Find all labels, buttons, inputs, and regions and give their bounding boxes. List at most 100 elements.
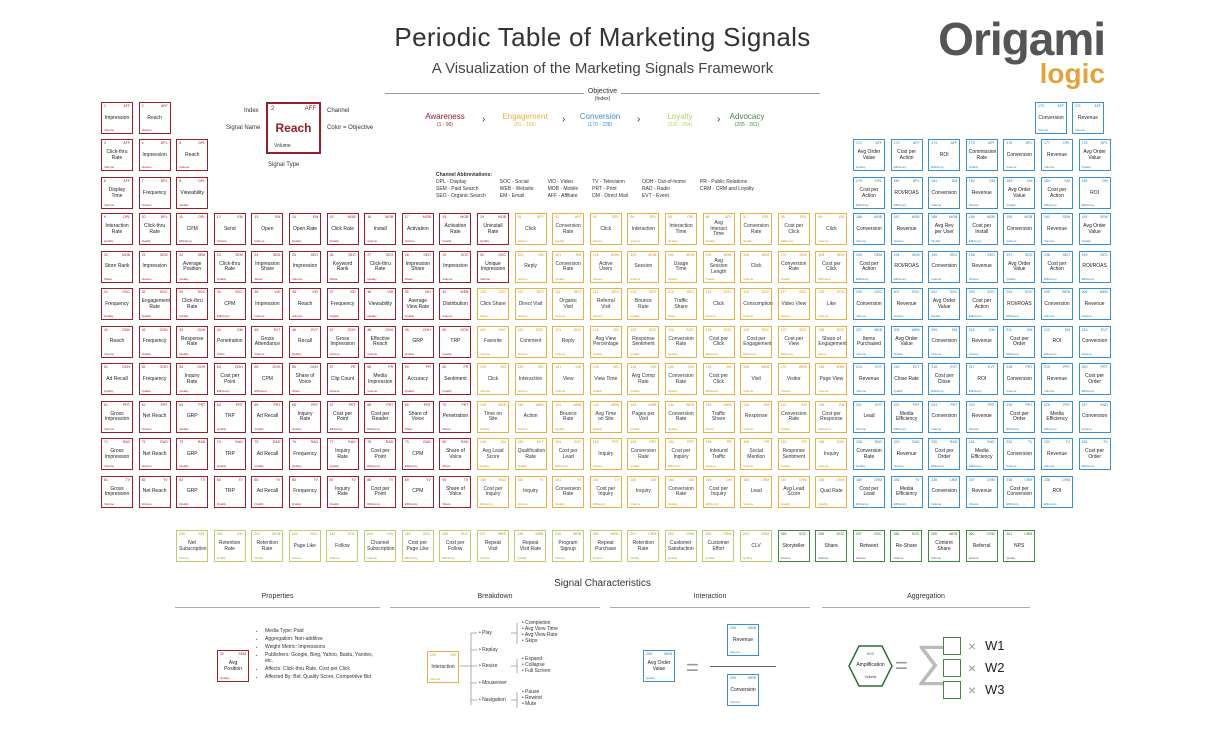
- cell-top: 128 SOC: [818, 328, 844, 332]
- cell-name: Conversion: [1081, 338, 1108, 345]
- cell-type: Efficiency: [856, 203, 869, 207]
- cell-channel: SEO: [686, 290, 694, 294]
- cell-top: 76 RAD: [292, 440, 318, 444]
- cell-channel: SOC: [347, 532, 356, 536]
- cell-name: Avg Order Value: [1083, 223, 1106, 235]
- cell-name: Open Rate: [292, 225, 318, 232]
- signal-cell: 131 VID View Volume: [552, 363, 585, 395]
- cell-channel: VID: [500, 365, 506, 369]
- cell-top: 122 VID: [593, 328, 619, 332]
- cell-top: 31 SOC: [104, 290, 130, 294]
- cell-name: Gross Attendance: [254, 335, 281, 347]
- cell-top: 181 DM: [931, 179, 957, 183]
- cell-channel: VID: [387, 290, 394, 294]
- cell-channel: SOC: [836, 327, 845, 332]
- cell-channel: EM: [1064, 327, 1070, 332]
- cell-type: Volume: [818, 556, 829, 560]
- signal-cell: 85 TV Ad Recall Quality: [251, 475, 284, 508]
- cell-index: 169: [856, 477, 862, 482]
- cell-name: Retention Rate: [632, 540, 654, 552]
- cell-top: 150 EVT: [518, 440, 544, 444]
- cell-channel: OOH: [347, 327, 356, 332]
- abbr-item: EVT - Event: [641, 193, 669, 199]
- cell-type: Volume: [141, 464, 152, 468]
- cell-type: Efficiency: [367, 501, 380, 506]
- cell-type: Volume: [743, 501, 754, 506]
- cell-top: 4 DPL: [142, 141, 168, 145]
- cell-name: Conversion: [1006, 375, 1033, 382]
- cell-name: Cost per Reader: [370, 410, 390, 422]
- signal-cell: 107 SEM Conversion Rate Quality: [777, 250, 810, 283]
- abbr-item: RAD - Radio: [641, 186, 671, 192]
- cell-channel: DPL: [875, 179, 882, 183]
- signal-cell: 184 DM Cost per Action Efficiency: [1041, 177, 1073, 209]
- cell-channel: SOC: [761, 290, 770, 294]
- cell-name: Conversion: [856, 225, 882, 232]
- signal-cell: 105 MOB Avg Session Length Quality: [702, 250, 735, 283]
- cell-top: 33 SOC: [179, 290, 205, 294]
- cell-index: 102: [592, 252, 599, 257]
- cell-name: Frequency: [330, 300, 355, 307]
- cell-name: Cost per Action: [859, 187, 879, 199]
- cell-type: Quality: [517, 556, 527, 560]
- cell-type: Share: [404, 276, 413, 281]
- breakdown-leaf: • Avg View Time: [522, 626, 558, 632]
- cell-top: 63 PRT: [179, 403, 205, 407]
- cell-index: 215: [893, 365, 900, 369]
- cell-index: 248: [517, 532, 524, 536]
- cell-name: ROI/ROAS: [1007, 300, 1032, 307]
- cell-top: 27 SEO: [367, 253, 393, 257]
- signal-cell: 149 DM Avg Lead Score Quality: [477, 438, 509, 470]
- cell-name: Revenue: [971, 263, 992, 270]
- cell-name: Action: [523, 413, 538, 420]
- property-item: Publishers: Google, Bing, Yahoo, Baidu, …: [265, 652, 375, 664]
- cell-type: Volume: [931, 501, 942, 506]
- cell-type: Volume: [780, 314, 791, 318]
- cell-index: 168: [818, 477, 825, 482]
- signal-cell: 218 PRT Conversion Volume: [1003, 363, 1036, 395]
- cell-top: 180 DPL: [894, 179, 920, 183]
- cell-top: 190 MOB: [1006, 215, 1032, 219]
- cell-channel: VID: [387, 532, 393, 536]
- legend-channel-label: Channel: [327, 108, 350, 114]
- signal-cell: 216 EVT Cost per Close Efficiency: [928, 363, 961, 395]
- cell-top: 139 WEB: [480, 403, 506, 407]
- cell-type: Volume: [480, 276, 491, 281]
- cell-name: Click Rate: [331, 225, 354, 232]
- signal-cell: 49 OOH GRP Quality: [401, 325, 434, 358]
- cell-top: 236 CRM: [931, 478, 957, 482]
- breakdown-example-cell: 130 VID Interaction Volume: [427, 651, 459, 683]
- cell-top: 38 VID: [367, 290, 393, 294]
- signal-cell: 242 SOC Page Like Volume: [288, 530, 321, 562]
- cell-type: Volume: [442, 276, 453, 281]
- cell-top: 3 AFF: [104, 141, 130, 145]
- cell-index: 149: [480, 440, 486, 444]
- cell-name: Avg Session Length: [709, 257, 728, 275]
- cell-top: 29 SOC: [442, 253, 468, 257]
- cell-index: 57: [329, 365, 334, 369]
- cell-index: 23: [216, 252, 221, 257]
- cell-name: Cost per Action: [1047, 260, 1067, 272]
- times-icon: ×: [968, 638, 977, 654]
- cell-channel: PR: [726, 440, 732, 444]
- aggregation-input-cell: [943, 637, 961, 655]
- cell-channel: WEB: [573, 532, 581, 536]
- legend-color-label: Color = Objective: [327, 125, 374, 131]
- cell-name: ROI: [977, 375, 987, 382]
- cell-channel: WEB: [723, 402, 732, 407]
- signal-cell: 147 EM Conversion Rate Quality: [777, 400, 810, 433]
- cell-top: 85 TV: [254, 478, 280, 482]
- cell-top: 164 DM: [668, 478, 694, 482]
- cell-index: 247: [479, 532, 486, 536]
- signal-cell: 20 MOB Store Rank Share: [101, 250, 133, 283]
- cell-top: 217 EVT: [969, 365, 995, 369]
- cell-top: 149 DM: [480, 440, 506, 444]
- signal-cell: 143 WEB Pages per Visit Quality: [627, 400, 660, 433]
- cell-type: Volume: [856, 389, 867, 393]
- arrow-right-icon: ›: [562, 114, 566, 125]
- signal-cell: 8 DPL Viewability Quality: [176, 177, 209, 209]
- cell-index: 134: [668, 365, 674, 369]
- abbr-item: PRT - Print: [592, 186, 617, 192]
- cell-type: Quality: [1006, 276, 1016, 281]
- cell-index: 136: [743, 365, 750, 369]
